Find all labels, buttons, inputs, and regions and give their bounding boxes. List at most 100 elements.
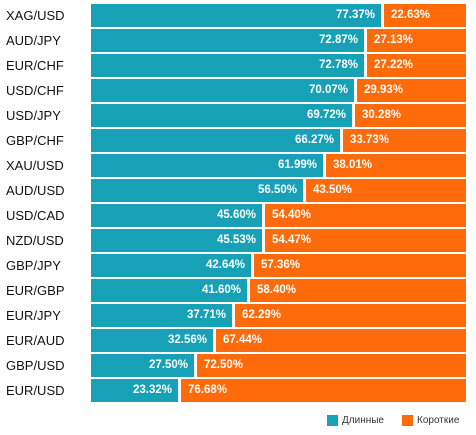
bar-row: USD/JPY 69.72% 30.28% [0,104,476,127]
short-value-label: 29.93% [364,84,404,96]
long-value-label: 32.56% [167,334,207,346]
long-bar [91,129,340,152]
pair-label: USD/CAD [6,208,65,223]
long-bar [91,154,323,177]
long-value-label: 41.60% [201,284,241,296]
long-bar [91,4,381,27]
pair-label: GBP/CHF [6,133,64,148]
bar-row: USD/CAD 45.60% 54.40% [0,204,476,227]
long-bar [91,54,364,77]
short-value-label: 62.29% [242,309,282,321]
long-bar [91,354,194,377]
short-value-label: 72.50% [204,359,244,371]
long-value-label: 61.99% [277,159,317,171]
bar-row: GBP/CHF 66.27% 33.73% [0,129,476,152]
long-bar [91,279,247,302]
legend-short-swatch [402,415,413,426]
long-value-label: 42.64% [205,259,245,271]
pair-label: XAG/USD [6,8,65,23]
pair-label: AUD/USD [6,183,65,198]
pair-label: EUR/GBP [6,283,65,298]
short-bar [216,329,466,352]
bar-row: EUR/GBP 41.60% 58.40% [0,279,476,302]
legend-long-label: Длинные [342,415,384,426]
bar-row: EUR/USD 23.32% 76.68% [0,379,476,402]
long-value-label: 23.32% [132,384,172,396]
long-value-label: 27.50% [148,359,188,371]
long-value-label: 66.27% [294,134,334,146]
long-bar [91,304,232,327]
pair-label: GBP/USD [6,358,65,373]
bar-row: EUR/AUD 32.56% 67.44% [0,329,476,352]
long-bar [91,29,364,52]
pair-label: EUR/JPY [6,308,61,323]
short-value-label: 58.40% [257,284,297,296]
pair-label: XAU/USD [6,158,64,173]
long-bar [91,79,354,102]
short-bar [384,4,466,27]
bar-row: USD/CHF 70.07% 29.93% [0,79,476,102]
legend-short-label: Короткие [417,415,460,426]
short-bar [367,54,466,77]
long-bar [91,329,213,352]
short-bar [235,304,466,327]
short-value-label: 27.13% [374,34,414,46]
short-value-label: 76.68% [188,384,228,396]
bar-row: EUR/JPY 37.71% 62.29% [0,304,476,327]
short-bar [181,379,466,402]
long-bar [91,254,251,277]
bar-row: XAU/USD 61.99% 38.01% [0,154,476,177]
short-value-label: 27.22% [374,59,414,71]
short-value-label: 54.47% [272,234,312,246]
short-value-label: 43.50% [313,184,353,196]
long-value-label: 72.87% [318,34,358,46]
long-value-label: 72.78% [318,59,358,71]
pair-label: EUR/AUD [6,333,65,348]
short-value-label: 67.44% [223,334,263,346]
long-value-label: 77.37% [335,9,375,21]
short-bar [357,79,466,102]
pair-label: USD/JPY [6,108,61,123]
bar-row: AUD/JPY 72.87% 27.13% [0,29,476,52]
short-value-label: 38.01% [333,159,373,171]
short-value-label: 30.28% [362,109,402,121]
long-bar [91,229,262,252]
short-bar [254,254,466,277]
long-value-label: 69.72% [306,109,346,121]
short-bar [306,179,466,202]
short-bar [265,204,466,227]
short-value-label: 54.40% [272,209,312,221]
bar-row: EUR/CHF 72.78% 27.22% [0,54,476,77]
long-value-label: 37.71% [186,309,226,321]
bar-row: AUD/USD 56.50% 43.50% [0,179,476,202]
long-bar [91,104,352,127]
long-bar [91,179,303,202]
pair-label: AUD/JPY [6,33,61,48]
pair-label: NZD/USD [6,233,64,248]
short-bar [326,154,466,177]
short-bar [250,279,466,302]
short-value-label: 33.73% [350,134,390,146]
bar-row: GBP/JPY 42.64% 57.36% [0,254,476,277]
short-value-label: 22.63% [391,9,431,21]
pair-label: EUR/CHF [6,58,64,73]
long-value-label: 45.60% [216,209,256,221]
short-bar [367,29,466,52]
pair-label: USD/CHF [6,83,64,98]
pair-label: EUR/USD [6,383,65,398]
short-bar [355,104,466,127]
short-value-label: 57.36% [261,259,301,271]
short-bar [197,354,466,377]
long-value-label: 56.50% [257,184,297,196]
long-value-label: 45.53% [216,234,256,246]
long-value-label: 70.07% [308,84,348,96]
bar-row: XAG/USD 77.37% 22.63% [0,4,476,27]
short-bar [343,129,466,152]
long-bar [91,204,262,227]
long-bar [91,379,178,402]
legend-long-swatch [327,415,338,426]
bar-row: GBP/USD 27.50% 72.50% [0,354,476,377]
pair-label: GBP/JPY [6,258,61,273]
bar-row: NZD/USD 45.53% 54.47% [0,229,476,252]
